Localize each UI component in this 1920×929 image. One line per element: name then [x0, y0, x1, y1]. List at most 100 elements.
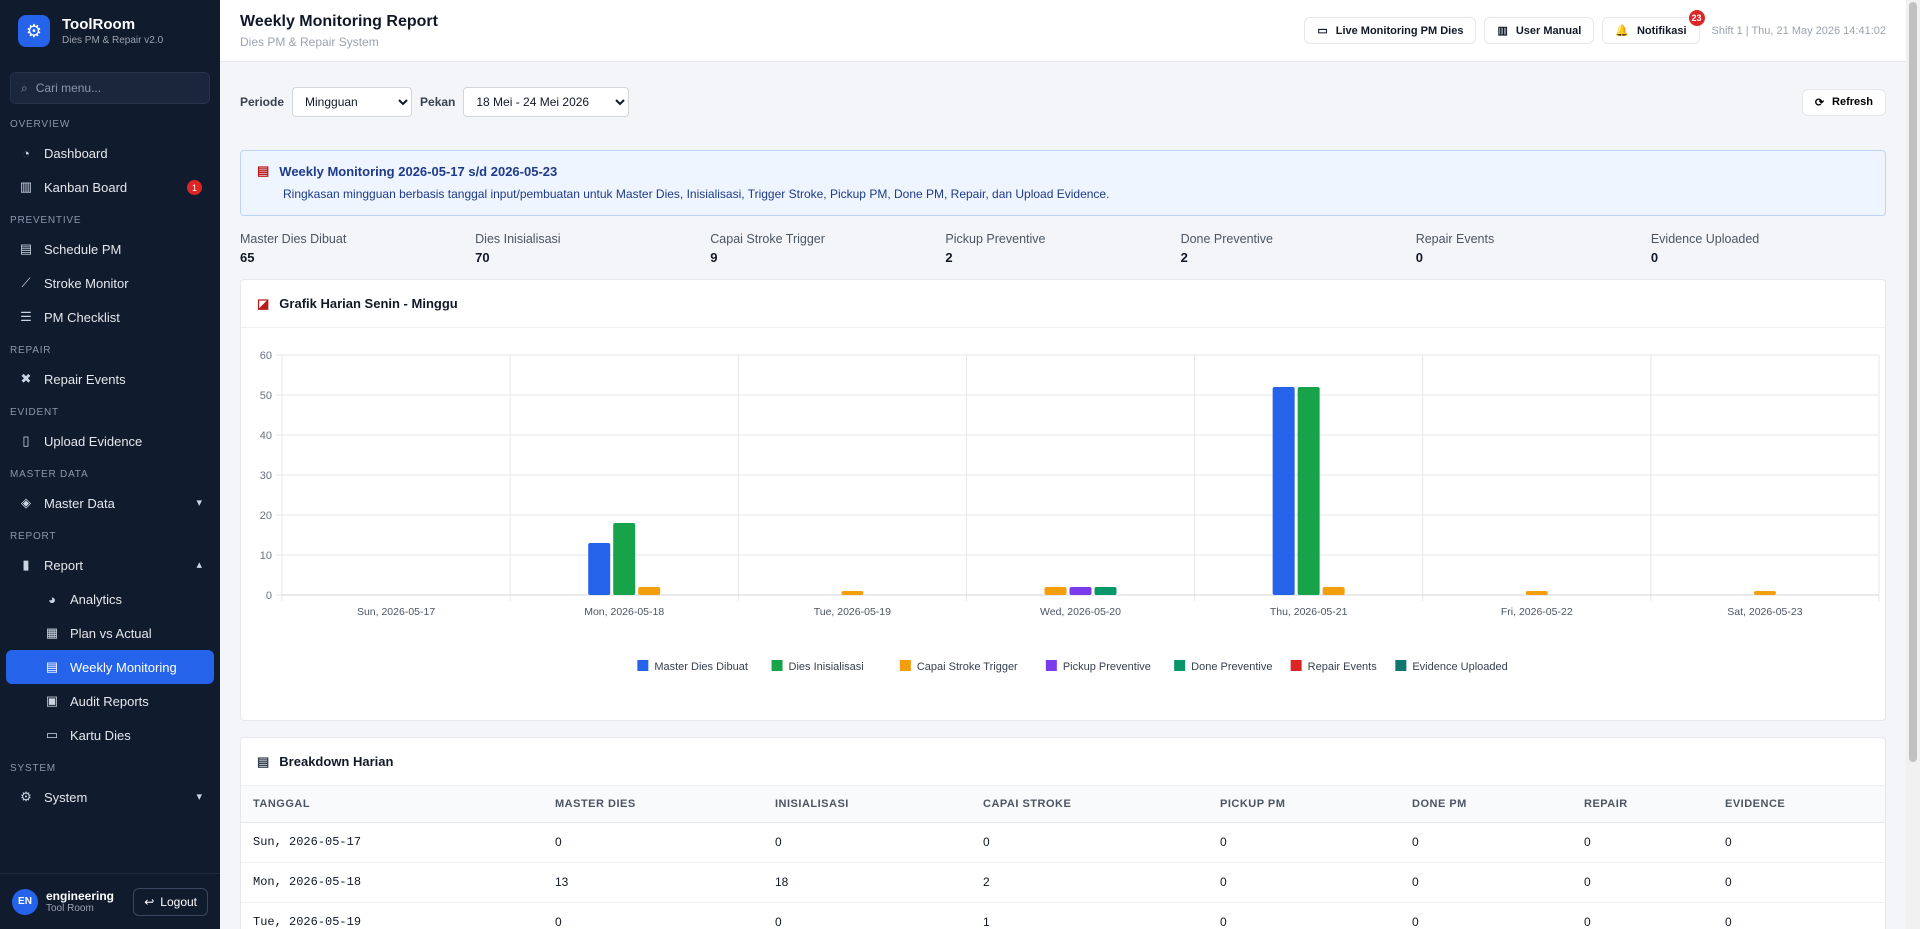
sidebar-item-kanban[interactable]: ▥ Kanban Board 1 — [6, 170, 214, 204]
checklist-icon: ☰ — [20, 309, 32, 324]
notification-button[interactable]: 🔔 Notifikasi 23 — [1602, 10, 1705, 44]
legend-label: Evidence Uploaded — [1412, 661, 1507, 673]
pekan-label: Pekan — [420, 95, 456, 109]
legend-swatch — [899, 660, 911, 671]
sidebar-item-kartu[interactable]: ▭ Kartu Dies — [6, 718, 214, 752]
sidebar-item-audit[interactable]: ▣ Audit Reports — [6, 684, 214, 718]
section-evident: EVIDENT — [10, 407, 59, 418]
sidebar-item-master-data[interactable]: ◈ Master Data ▾ — [6, 486, 214, 520]
book-icon: ▥ — [1497, 25, 1508, 37]
periode-select[interactable]: Mingguan — [292, 87, 413, 117]
chevron-up-icon: ▴ — [196, 559, 202, 571]
refresh-label: Refresh — [1832, 96, 1873, 108]
stat-value: 9 — [710, 250, 718, 265]
user-bar: EN engineering Tool Room ↩ Logout — [0, 873, 220, 929]
cell-date: Mon, 2026-05-18 — [241, 862, 543, 903]
file-search-icon: ▣ — [45, 693, 59, 708]
stat-label: Evidence Uploaded — [1650, 232, 1760, 246]
refresh-icon: ⟳ — [1814, 96, 1825, 109]
cell-value: 1 — [971, 902, 1208, 929]
col-tanggal: TANGGAL — [241, 786, 543, 823]
stat-value: 65 — [240, 250, 255, 265]
x-tick-label: Fri, 2026-05-22 — [1501, 606, 1573, 618]
x-tick-label: Thu, 2026-05-21 — [1270, 606, 1348, 618]
sidebar-item-plan[interactable]: ▦ Plan vs Actual — [6, 616, 214, 650]
cell-value: 0 — [1400, 902, 1572, 929]
stat-label: Pickup Preventive — [945, 232, 1046, 246]
topbar: Weekly Monitoring Report Dies PM & Repai… — [220, 0, 1906, 62]
logout-button[interactable]: ↩ Logout — [133, 887, 208, 916]
x-tick-label: Tue, 2026-05-19 — [814, 606, 891, 618]
sidebar-item-label: Master Data — [44, 495, 115, 511]
sidebar-item-label: Stroke Monitor — [44, 275, 129, 291]
sidebar-item-weekly[interactable]: ▤ Weekly Monitoring — [6, 650, 214, 684]
sidebar-item-analytics[interactable]: ◕ Analytics — [6, 582, 214, 616]
cell-value: 0 — [763, 822, 971, 863]
sidebar-item-stroke[interactable]: ⟋ Stroke Monitor — [6, 266, 214, 300]
sidebar-item-dashboard[interactable]: ◔ Dashboard — [6, 136, 214, 170]
sidebar-item-label: Upload Evidence — [44, 433, 143, 449]
bar-master-dies-dibuat — [1272, 387, 1295, 595]
sidebar-item-label: Repair Events — [44, 371, 126, 387]
calendar-week-icon: ▤ — [45, 659, 59, 674]
gears-icon: ⚙ — [18, 15, 50, 47]
stat-value: 2 — [945, 250, 953, 265]
search-input[interactable] — [35, 81, 199, 95]
x-tick-label: Sun, 2026-05-17 — [357, 606, 435, 618]
sidebar-item-checklist[interactable]: ☰ PM Checklist — [6, 300, 214, 334]
table-row[interactable]: Mon, 2026-05-18 13 18 2 0 0 0 0 — [241, 862, 1885, 903]
table-row[interactable]: Tue, 2026-05-19 0 0 1 0 0 0 0 — [241, 902, 1885, 929]
page-scrollbar[interactable] — [1906, 0, 1920, 929]
info-title: Weekly Monitoring 2026-05-17 s/d 2026-05… — [279, 163, 558, 179]
stat-pickup: Pickup Preventive 2 — [945, 232, 1180, 265]
stat-label: Repair Events — [1415, 232, 1495, 246]
sidebar-item-system[interactable]: ⚙ System ▾ — [6, 780, 214, 814]
user-role: Tool Room — [46, 903, 94, 914]
sidebar-item-report[interactable]: ▮ Report ▴ — [6, 548, 214, 582]
sidebar-item-schedule[interactable]: ▤ Schedule PM — [6, 232, 214, 266]
sidebar-item-label: Kanban Board — [44, 179, 128, 195]
user-manual-label: User Manual — [1515, 24, 1582, 37]
cell-value: 0 — [971, 822, 1208, 863]
live-monitoring-button[interactable]: ▭ Live Monitoring PM Dies — [1304, 17, 1477, 44]
legend-label: Done Preventive — [1191, 661, 1272, 673]
stat-done: Done Preventive 2 — [1181, 232, 1416, 265]
y-tick-label: 40 — [260, 430, 272, 442]
legend-swatch — [1045, 660, 1057, 671]
menu-search[interactable]: ⌕ — [10, 72, 210, 104]
brand-subtitle: Dies PM & Repair v2.0 — [62, 35, 164, 46]
scrollbar-thumb[interactable] — [1909, 2, 1917, 762]
sidebar-item-repair[interactable]: ✖ Repair Events — [6, 362, 214, 396]
sidebar-item-label: PM Checklist — [44, 309, 120, 325]
cell-value: 0 — [1208, 902, 1400, 929]
col-repair: REPAIR — [1572, 786, 1713, 823]
section-preventive: PREVENTIVE — [10, 215, 82, 226]
stat-label: Master Dies Dibuat — [240, 232, 347, 246]
line-chart-icon: ⟋ — [21, 275, 31, 290]
sidebar-item-label: Analytics — [70, 591, 123, 607]
cell-value: 0 — [1713, 862, 1885, 903]
gauge-icon: ◔ — [22, 145, 30, 161]
x-tick-label: Mon, 2026-05-18 — [584, 606, 664, 618]
pie-chart-icon: ◕ — [48, 591, 56, 607]
table-row[interactable]: Sun, 2026-05-17 0 0 0 0 0 0 0 — [241, 822, 1885, 863]
page-subtitle: Dies PM & Repair System — [240, 34, 379, 49]
cell-value: 0 — [1400, 862, 1572, 903]
bar-dies-inisialisasi — [1297, 387, 1320, 595]
y-tick-label: 10 — [260, 550, 272, 562]
page-title: Weekly Monitoring Report — [240, 12, 438, 30]
main-content: Weekly Monitoring Report Dies PM & Repai… — [220, 0, 1906, 929]
legend-swatch — [637, 660, 649, 671]
brand[interactable]: ⚙ ToolRoom Dies PM & Repair v2.0 — [0, 0, 220, 62]
tools-icon: ✖ — [20, 371, 32, 386]
stat-value: 70 — [475, 250, 490, 265]
table-header-row: TANGGAL MASTER DIES INISIALISASI CAPAI S… — [241, 786, 1885, 823]
refresh-button[interactable]: ⟳ Refresh — [1801, 88, 1886, 116]
avatar: EN — [12, 888, 38, 915]
stat-dies-inisialisasi: Dies Inisialisasi 70 — [475, 232, 710, 265]
pekan-select[interactable]: 18 Mei - 24 Mei 2026 — [463, 87, 630, 117]
cell-value: 0 — [1713, 902, 1885, 929]
sidebar-item-upload[interactable]: ▯ Upload Evidence — [6, 424, 214, 458]
summary-stats: Master Dies Dibuat 65 Dies Inisialisasi … — [240, 232, 1886, 265]
user-manual-button[interactable]: ▥ User Manual — [1484, 17, 1595, 44]
